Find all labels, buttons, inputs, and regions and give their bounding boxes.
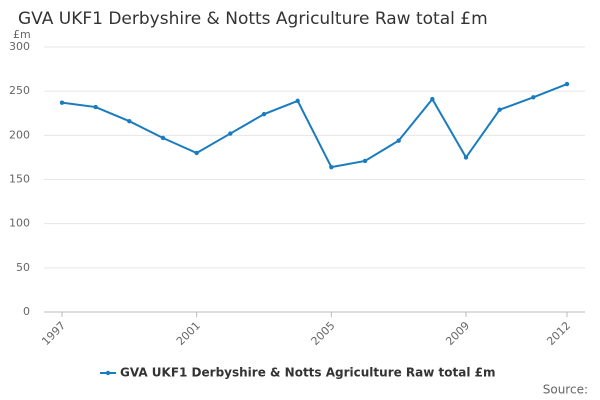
y-tick-label: 250 bbox=[9, 84, 30, 97]
data-point bbox=[564, 81, 570, 87]
x-tick-label: 1997 bbox=[39, 319, 68, 348]
y-tick-label: 300 bbox=[9, 40, 30, 53]
data-point bbox=[463, 155, 469, 160]
series-line bbox=[61, 83, 568, 169]
x-tick-label: 2009 bbox=[443, 319, 472, 348]
data-point bbox=[396, 138, 401, 143]
data-point bbox=[329, 164, 334, 170]
y-tick-label: 0 bbox=[23, 305, 30, 318]
data-point bbox=[127, 119, 132, 124]
y-tick-label: 150 bbox=[9, 173, 30, 186]
data-point bbox=[194, 150, 199, 156]
y-tick-label: 100 bbox=[9, 217, 30, 230]
y-tick-label: 200 bbox=[9, 128, 30, 141]
chart-title: GVA UKF1 Derbyshire & Notts Agriculture … bbox=[18, 9, 488, 29]
data-point bbox=[430, 96, 435, 102]
x-tick-label: 2001 bbox=[174, 319, 203, 348]
legend-marker bbox=[105, 370, 111, 376]
y-tick-label: 50 bbox=[16, 261, 30, 274]
x-tick-label: 2005 bbox=[309, 319, 338, 348]
data-point bbox=[93, 104, 98, 110]
data-point bbox=[160, 135, 166, 141]
data-point bbox=[295, 98, 300, 104]
data-point bbox=[261, 111, 267, 117]
data-point bbox=[59, 100, 65, 105]
x-tick-label: 2012 bbox=[544, 319, 573, 348]
y-axis-label: £m bbox=[13, 28, 31, 41]
legend-label: GVA UKF1 Derbyshire & Notts Agriculture … bbox=[120, 366, 496, 380]
source: Source: bbox=[543, 383, 588, 397]
data-point bbox=[228, 131, 233, 136]
data-point bbox=[531, 95, 536, 100]
data-point bbox=[362, 158, 368, 164]
data-point bbox=[497, 107, 502, 112]
